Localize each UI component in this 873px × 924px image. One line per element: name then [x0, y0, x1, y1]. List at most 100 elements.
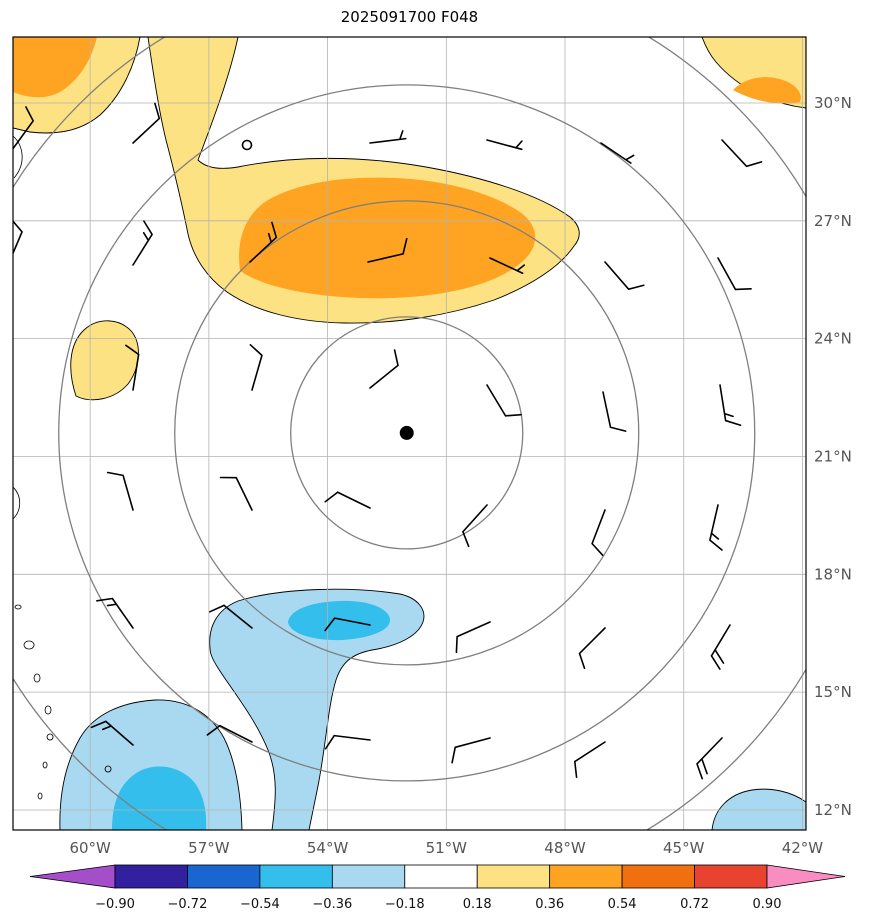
y-tick-label: 21°N [814, 447, 852, 465]
contour-region-cyan-central-core [288, 600, 391, 641]
x-tick-label: 57°W [188, 839, 230, 857]
wind-barb [132, 102, 161, 144]
coastline-island [46, 733, 54, 741]
coastline-island [14, 604, 22, 610]
wind-barb [0, 470, 8, 515]
wind-barb [602, 391, 627, 432]
wind-barb [600, 142, 635, 164]
y-tick-label: 27°N [814, 212, 852, 230]
wind-barb [462, 504, 488, 548]
x-tick-label: 60°W [69, 839, 111, 857]
coastline-island [33, 673, 41, 683]
colorbar-tick-label: −0.72 [168, 897, 208, 912]
wind-barb [132, 220, 153, 266]
wind-barb [219, 476, 253, 511]
wind-barb [455, 621, 491, 654]
plot-title: 2025091700 F048 [340, 8, 479, 26]
wind-barbs [0, 102, 763, 780]
wind-barb [489, 257, 525, 275]
colorbar-segment [694, 864, 768, 889]
wind-barb [719, 384, 742, 427]
colorbar-tick-label: 0.72 [680, 897, 709, 912]
wind-barb [721, 139, 763, 168]
colorbar-tick-label: 0.54 [608, 897, 637, 912]
wind-barb [125, 344, 140, 391]
colorbar-segment [621, 864, 695, 889]
contour-region-orange-top-left-corner [13, 37, 97, 98]
coastline-island [13, 135, 23, 179]
coastline-island [3, 628, 7, 632]
colorbar-tick-label: 0.18 [463, 897, 492, 912]
y-tick-label: 18°N [814, 565, 852, 583]
coastline-island [6, 598, 10, 602]
coastline-island [13, 486, 21, 520]
wind-barb [106, 471, 134, 511]
wind-barb [486, 139, 523, 151]
colorbar-arrow-right [766, 864, 846, 889]
x-tick-label: 51°W [426, 839, 468, 857]
x-tick-label: 45°W [663, 839, 705, 857]
wind-barb [249, 221, 278, 263]
contour-fills [13, 37, 806, 830]
y-tick-label: 24°N [814, 330, 852, 348]
coastline-island [37, 792, 43, 800]
wind-barb [324, 734, 371, 750]
wind-barb [696, 737, 723, 780]
colorbar-tick-label: −0.54 [240, 897, 280, 912]
y-tick-label: 30°N [814, 94, 852, 112]
colorbar-tick-label: 0.36 [535, 897, 564, 912]
plot-frame [12, 36, 807, 831]
wind-barb [451, 737, 491, 764]
colorbar-segment [549, 864, 623, 889]
wind-barb [717, 257, 752, 291]
coastlines [3, 135, 112, 800]
wind-barb [710, 624, 731, 670]
colorbar-segment [259, 864, 333, 889]
colorbar-tick-label: −0.90 [95, 897, 135, 912]
coastline-island [104, 765, 112, 773]
wind-barb [13, 219, 23, 266]
wind-barb [578, 627, 606, 670]
wind-barb [13, 106, 34, 151]
colorbar-segment [476, 864, 551, 889]
range-ring [290, 316, 524, 550]
wind-barb [0, 591, 8, 636]
wind-barb [591, 509, 606, 556]
wind-barb [324, 617, 371, 632]
x-tick-label: 42°W [782, 839, 824, 857]
wind-barb [324, 491, 371, 509]
colorbar-segment [331, 864, 406, 889]
wind-barb [0, 346, 12, 390]
wind-barb [90, 720, 134, 746]
range-ring [174, 200, 640, 666]
contour-region-yellow-left-patch [70, 320, 139, 401]
wind-barb [96, 597, 134, 629]
axis-labels: 60°W 57°W 54°W 51°W 48°W 45°W 42°W 30°N 27°N 24°N… [69, 94, 851, 857]
contour-region-lightblue-central-south [209, 588, 425, 830]
calm-wind-circle [241, 139, 253, 151]
wind-barb [574, 741, 606, 778]
wind-barb [206, 724, 253, 743]
coastline-island [23, 640, 35, 650]
colorbar-segment [114, 864, 188, 889]
x-tick-label: 48°W [544, 839, 586, 857]
coastline-island [44, 705, 52, 715]
colorbar: −0.90 −0.72 −0.54 −0.36 −0.18 0.18 0.36 0.54 0.7… [29, 864, 846, 912]
wind-barb [369, 130, 407, 144]
wind-barb [604, 261, 645, 290]
wind-barb [249, 344, 263, 391]
range-ring [58, 84, 756, 782]
colorbar-segment [404, 864, 478, 889]
colorbar-tick-label: −0.36 [312, 897, 352, 912]
y-tick-label: 15°N [814, 683, 852, 701]
wind-barb [709, 504, 723, 551]
colorbar-segment [187, 864, 261, 889]
colorbar-arrow-left [29, 864, 116, 889]
x-tick-label: 54°W [307, 839, 349, 857]
gridlines [13, 37, 806, 830]
contour-region-cyan-bottom-left-core [112, 766, 207, 830]
coastline-island [42, 761, 48, 769]
storm-center-marker [399, 425, 414, 440]
